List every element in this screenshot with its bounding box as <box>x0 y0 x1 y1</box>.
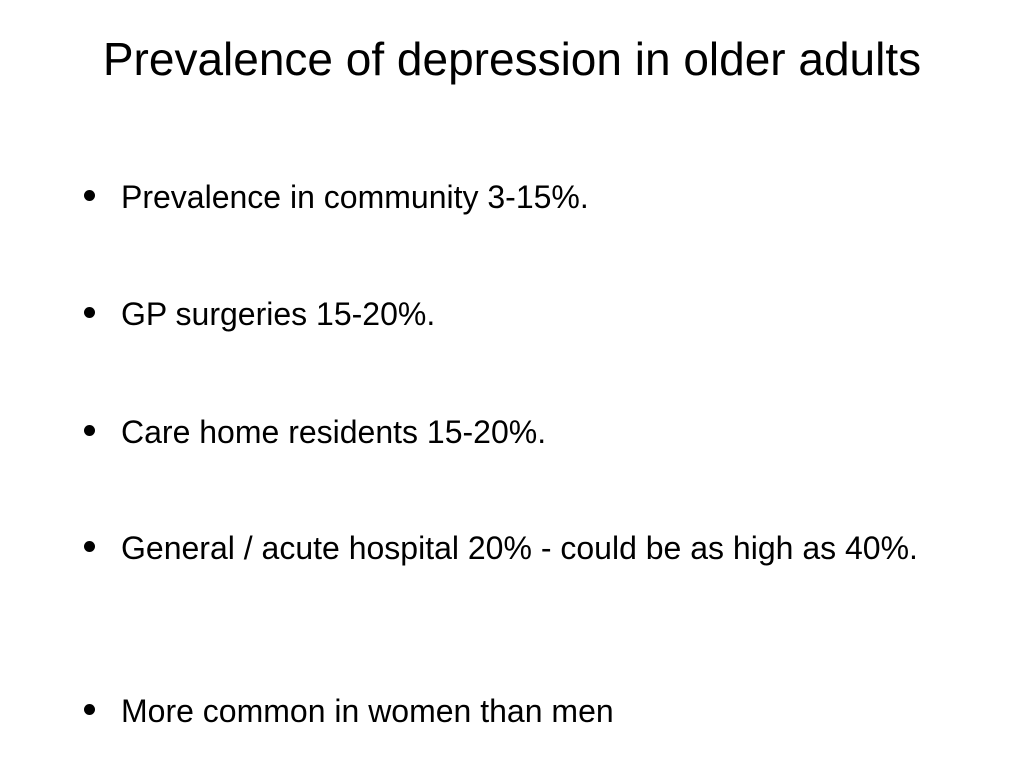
bullet-text: More common in women than men <box>121 693 614 729</box>
bullet-dot <box>84 425 95 436</box>
bullet-item: Prevalence in community 3-15%. <box>80 174 935 220</box>
bullet-item: Care home residents 15-20%. <box>80 409 935 455</box>
slide-title: Prevalence of depression in older adults <box>102 33 922 85</box>
bullet-item: GP surgeries 15-20%. <box>80 291 935 337</box>
bullet-dot <box>84 704 95 715</box>
bullet-text: Care home residents 15-20%. <box>121 414 547 450</box>
bullet-text: GP surgeries 15-20%. <box>121 296 436 332</box>
bullet-item: More common in women than men <box>80 688 935 734</box>
bullet-dot <box>84 190 95 201</box>
bullet-dot <box>84 307 95 318</box>
bullet-item: General / acute hospital 20% - could be … <box>80 525 935 571</box>
bullet-dot <box>84 541 95 552</box>
bullet-text: Prevalence in community 3-15%. <box>121 179 589 215</box>
bullet-text: General / acute hospital 20% - could be … <box>121 530 918 566</box>
